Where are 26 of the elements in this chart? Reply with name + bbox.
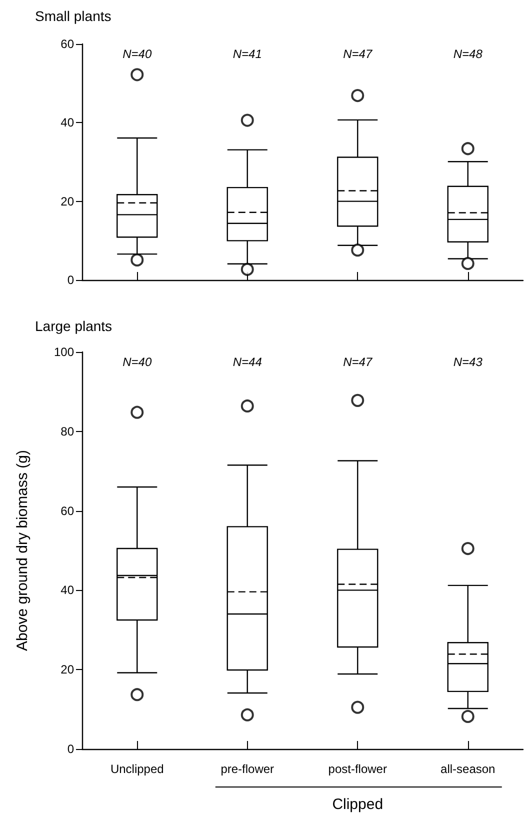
y-tick-label: 20 [60, 662, 74, 677]
y-tick-label: 40 [60, 116, 74, 130]
y-tick-label: 20 [60, 194, 74, 208]
chart-title: Small plants [35, 8, 112, 24]
annotation: N=43 [453, 355, 483, 369]
annotation: N=48 [453, 47, 483, 61]
annotation: N=40 [122, 355, 152, 369]
annotation: N=40 [122, 47, 152, 61]
y-tick-label: 0 [67, 742, 74, 756]
annotation: N=44 [232, 355, 262, 369]
y-tick-label: 40 [60, 583, 74, 598]
y-tick-label: 60 [60, 504, 74, 518]
x-tick-label: all-season [440, 762, 496, 776]
annotation: N=47 [343, 355, 374, 369]
y-tick-label: 100 [54, 345, 74, 359]
annotation: N=41 [232, 47, 262, 61]
text: Clipped [332, 796, 384, 813]
x-tick-label: Unclipped [110, 762, 164, 776]
x-tick-label: post-flower [328, 762, 387, 776]
y-axis-title: Above ground dry biomass (g) [14, 450, 31, 651]
chart-title: Large plants [35, 318, 112, 334]
y-tick-label: 80 [60, 424, 74, 438]
y-tick-label: 0 [67, 273, 74, 287]
annotation: N=47 [343, 47, 374, 61]
y-tick-label: 60 [60, 37, 74, 51]
x-tick-label: pre-flower [220, 762, 274, 776]
